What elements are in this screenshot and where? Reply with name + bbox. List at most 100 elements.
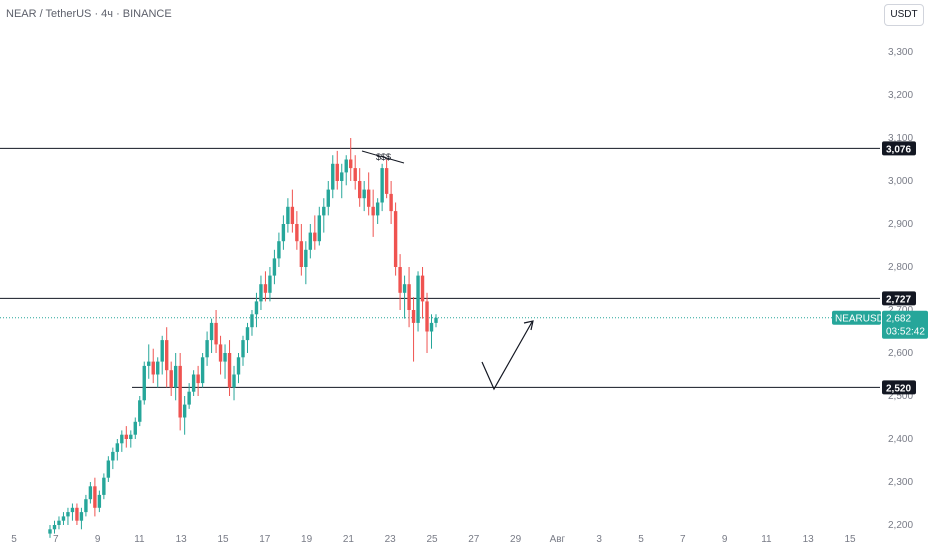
- candle-body: [187, 391, 191, 405]
- y-tick-label: 2,300: [888, 477, 913, 488]
- level-price-label: 2,520: [886, 383, 911, 394]
- candle-body: [389, 193, 393, 212]
- candle-body: [232, 374, 236, 388]
- level-price-tag: [882, 291, 916, 306]
- candle-body: [434, 317, 438, 323]
- projection-arrowhead: [523, 320, 534, 331]
- current-price-tag: [882, 310, 928, 339]
- candle-body: [384, 168, 389, 194]
- symbol-title: NEAR / TetherUS · 4ч · BINANCE: [6, 8, 172, 20]
- candle-body: [420, 275, 425, 302]
- candle-body: [52, 525, 57, 530]
- x-tick-label: 7: [680, 534, 686, 545]
- candle-body: [79, 512, 84, 521]
- candle-body: [272, 258, 277, 276]
- candle-body: [250, 314, 254, 328]
- candle-body: [407, 284, 411, 310]
- candle-body: [254, 301, 259, 315]
- x-tick-label: 15: [844, 534, 856, 545]
- candle-body: [357, 181, 362, 199]
- candle-body: [151, 361, 155, 375]
- candle-body: [375, 202, 380, 216]
- y-tick-label: 3,200: [888, 90, 913, 101]
- y-tick-label: 3,300: [888, 47, 913, 58]
- x-tick-label: 21: [343, 534, 355, 545]
- x-tick-label: 19: [301, 534, 313, 545]
- candle-body: [411, 310, 416, 323]
- x-tick-label: Авг: [550, 534, 566, 545]
- candle-body: [344, 159, 348, 173]
- candle-body: [84, 499, 88, 513]
- level-price-label: 3,076: [886, 144, 911, 155]
- candle-body: [295, 224, 299, 242]
- candle-body: [259, 284, 263, 302]
- candle-body: [218, 344, 223, 362]
- candle-body: [102, 477, 106, 495]
- symbol-tag: [832, 310, 881, 325]
- x-tick-label: 23: [385, 534, 397, 545]
- candle-body: [236, 357, 241, 375]
- candle-body: [169, 370, 173, 388]
- candle-body: [106, 460, 111, 478]
- candle-body: [97, 494, 102, 508]
- candle-body: [308, 232, 313, 250]
- candle-body: [124, 434, 129, 439]
- candle-body: [182, 404, 187, 418]
- candle-body: [304, 249, 308, 267]
- level-price-tag: [882, 141, 916, 156]
- candle-body: [335, 163, 339, 181]
- x-tick-label: 5: [11, 534, 17, 545]
- candle-body: [156, 361, 160, 375]
- x-tick-label: 5: [638, 534, 644, 545]
- x-tick-label: 9: [95, 534, 101, 545]
- candle-body: [200, 357, 205, 384]
- candle-body: [142, 365, 146, 401]
- candle-body: [241, 340, 245, 358]
- candle-body: [120, 434, 124, 444]
- x-tick-label: 27: [468, 534, 480, 545]
- candle-body: [429, 322, 434, 332]
- candle-body: [61, 516, 66, 521]
- candle-body: [313, 232, 317, 242]
- y-tick-label: 2,700: [888, 305, 913, 316]
- candle-body: [129, 434, 133, 439]
- candle-body: [353, 168, 357, 181]
- candle-body: [147, 361, 151, 366]
- candle-body: [322, 206, 326, 216]
- candle-body: [88, 486, 93, 500]
- currency-button[interactable]: USDT: [884, 4, 924, 26]
- candle-body: [178, 365, 182, 418]
- candle-body: [290, 206, 295, 224]
- x-tick-label: 25: [426, 534, 438, 545]
- x-tick-label: 13: [803, 534, 815, 545]
- candle-body: [160, 340, 164, 362]
- candle-body: [326, 189, 330, 207]
- projection-path: [481, 321, 533, 391]
- x-tick-label: 3: [596, 534, 602, 545]
- level-price-tag: [882, 380, 916, 395]
- level-price-label: 2,727: [886, 294, 911, 305]
- x-tick-label: 7: [53, 534, 59, 545]
- candle-body: [164, 340, 169, 371]
- x-tick-label: 15: [217, 534, 229, 545]
- candle-body: [115, 443, 120, 452]
- candle-body: [349, 159, 353, 169]
- candle-body: [371, 206, 375, 216]
- candle-body: [317, 215, 322, 242]
- candle-body: [416, 275, 420, 323]
- candle-body: [111, 451, 115, 461]
- candle-body: [205, 340, 209, 358]
- candle-body: [263, 284, 268, 293]
- y-tick-label: 2,500: [888, 391, 913, 402]
- candle-body: [173, 365, 178, 388]
- candle-body: [223, 353, 227, 362]
- x-tick-label: 17: [259, 534, 271, 545]
- candle-body: [191, 374, 196, 392]
- candle-body: [245, 327, 250, 341]
- x-tick-label: 29: [510, 534, 522, 545]
- y-tick-label: 2,200: [888, 520, 913, 531]
- candle-body: [393, 211, 398, 267]
- candle-body: [66, 512, 70, 517]
- candle-body: [57, 520, 61, 525]
